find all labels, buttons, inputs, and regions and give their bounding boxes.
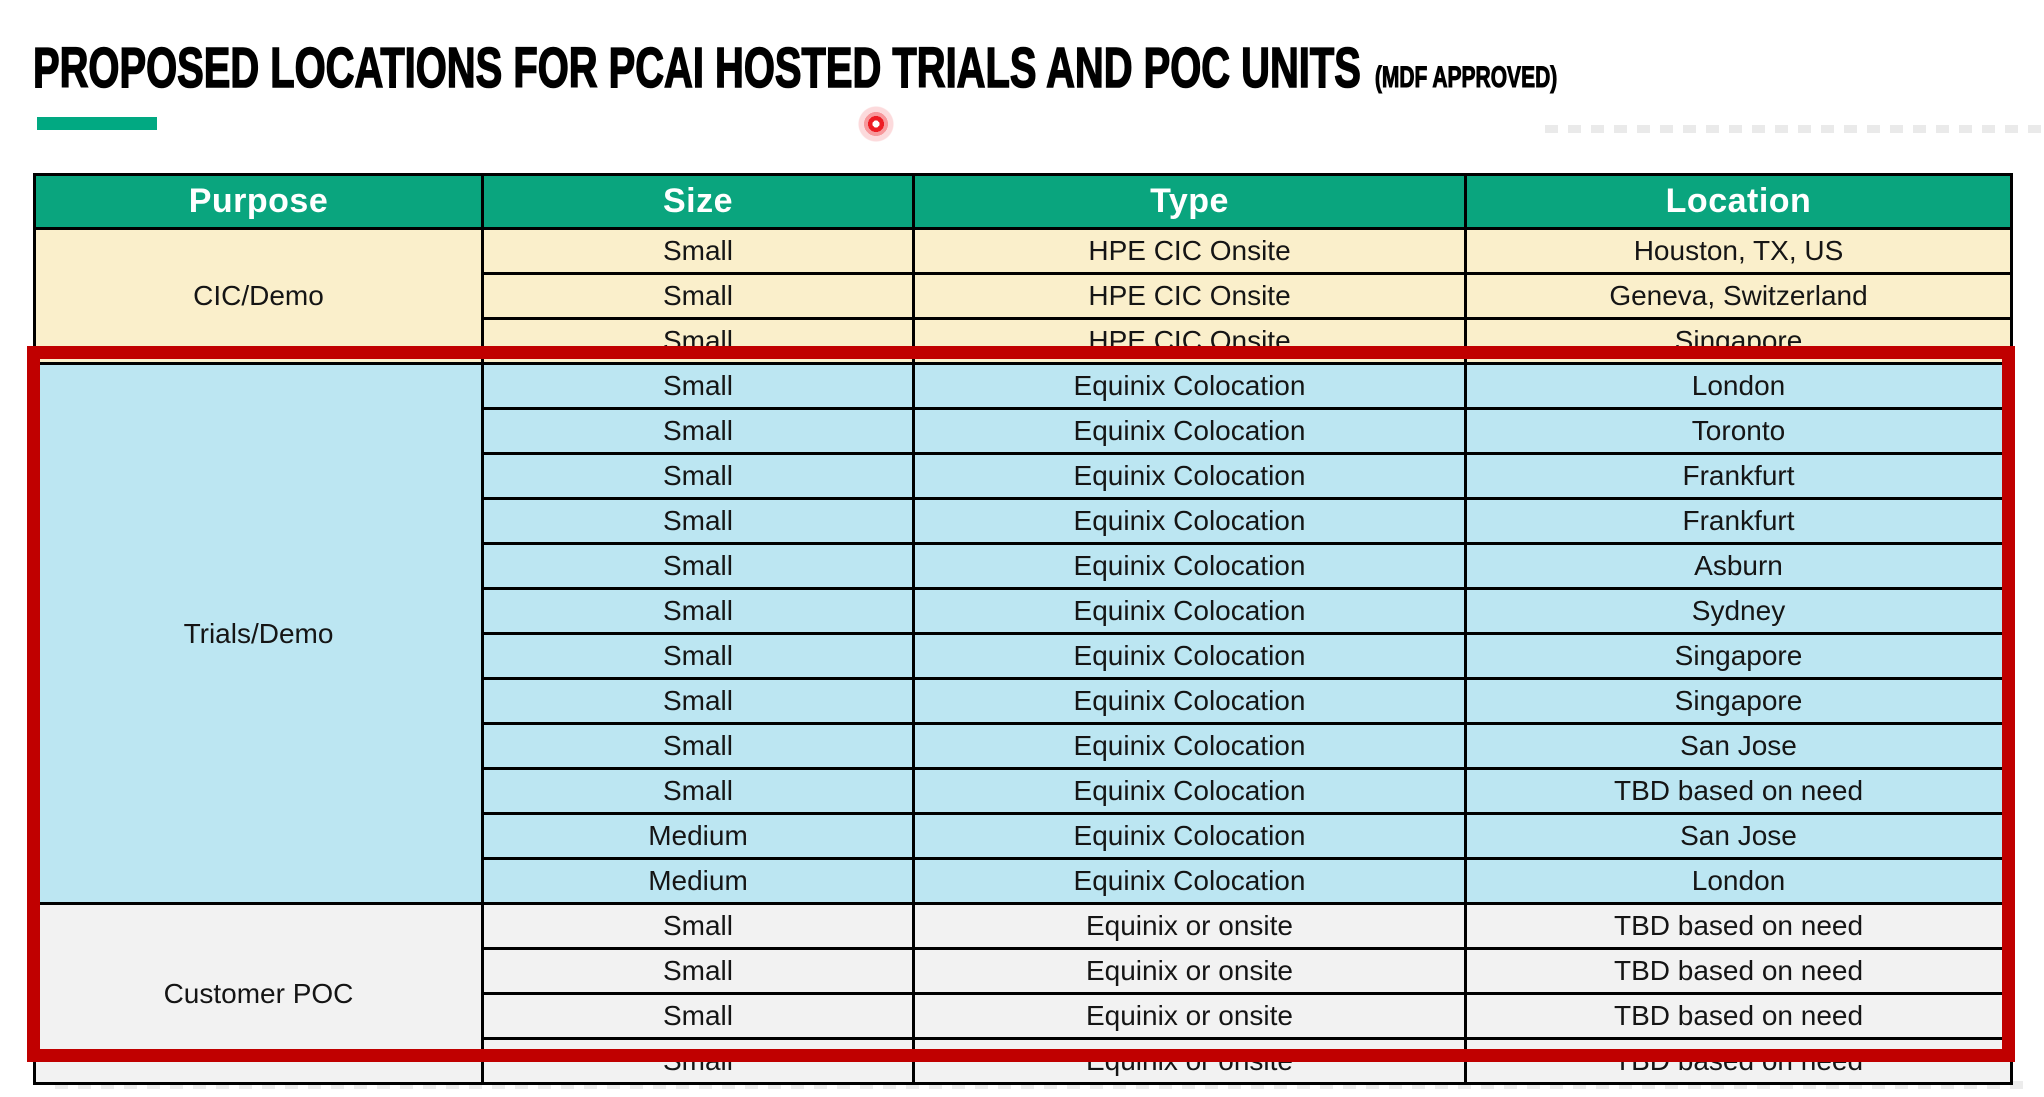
size-cell: Small: [481, 407, 915, 455]
type-cell: Equinix Colocation: [912, 677, 1467, 725]
location-cell: TBD based on need: [1464, 767, 2013, 815]
table-row: CIC/Demo Small HPE CIC Onsite Houston, TX, …: [33, 227, 2013, 365]
type-cell: Equinix Colocation: [912, 767, 1467, 815]
column-header-purpose: Purpose: [33, 173, 484, 230]
type-cell: Equinix or onsite: [912, 947, 1467, 995]
purpose-group-cell: Customer POC: [33, 902, 484, 1085]
type-cell: Equinix or onsite: [912, 992, 1467, 1040]
location-cell: TBD based on need: [1464, 947, 2013, 995]
location-cell: Geneva, Switzerland: [1464, 272, 2013, 320]
table-row: Small Equinix Colocation Frankfurt: [35, 497, 2013, 545]
table-row: Small Equinix Colocation Asburn: [35, 542, 2013, 590]
slide-title-wrapper: PROPOSED LOCATIONS FOR PCAI HOSTED TRIAL…: [32, 39, 1558, 111]
faint-dash-line-bottom: [55, 1081, 2033, 1089]
location-cell: Frankfurt: [1464, 452, 2013, 500]
size-cell: Small: [481, 632, 915, 680]
type-cell: Equinix Colocation: [912, 812, 1467, 860]
location-cell: Singapore: [1464, 632, 2013, 680]
table-row: Small HPE CIC Onsite Geneva, Switzerland: [35, 272, 2013, 320]
location-cell: Houston, TX, US: [1464, 227, 2013, 275]
column-header-size: Size: [481, 173, 915, 230]
size-cell: Small: [481, 272, 915, 320]
table-row: Small Equinix Colocation Singapore: [35, 677, 2013, 725]
table-row: Small Equinix Colocation San Jose: [35, 722, 2013, 770]
location-cell: Frankfurt: [1464, 497, 2013, 545]
size-cell: Small: [481, 227, 915, 275]
size-cell: Small: [481, 902, 915, 950]
size-cell: Small: [481, 452, 915, 500]
location-cell: Singapore: [1464, 317, 2013, 365]
slide-title-row: PROPOSED LOCATIONS FOR PCAI HOSTED TRIAL…: [32, 39, 2044, 111]
slide-title: PROPOSED LOCATIONS FOR PCAI HOSTED TRIAL…: [32, 36, 1361, 100]
location-cell: Sydney: [1464, 587, 2013, 635]
size-cell: Small: [481, 992, 915, 1040]
type-cell: Equinix Colocation: [912, 632, 1467, 680]
table-row: Customer POC Small Equinix or onsite TBD ba…: [33, 902, 2013, 1085]
location-cell: London: [1464, 362, 2013, 410]
type-cell: HPE CIC Onsite: [912, 317, 1467, 365]
type-cell: Equinix Colocation: [912, 497, 1467, 545]
location-cell: Toronto: [1464, 407, 2013, 455]
table-body: CIC/Demo Small HPE CIC Onsite Houston, TX, …: [33, 227, 2013, 1085]
location-cell: San Jose: [1464, 812, 2013, 860]
locations-table: Purpose Size Type Location CIC/Demo Small…: [33, 173, 2013, 1085]
size-cell: Small: [481, 947, 915, 995]
size-cell: Small: [481, 722, 915, 770]
type-cell: Equinix or onsite: [912, 1037, 1467, 1085]
title-accent-bar: [37, 117, 157, 130]
size-cell: Small: [481, 362, 915, 410]
type-cell: Equinix Colocation: [912, 857, 1467, 905]
table-row: Small Equinix Colocation TBD based on need: [35, 767, 2013, 815]
type-cell: Equinix Colocation: [912, 452, 1467, 500]
size-cell: Medium: [481, 857, 915, 905]
size-cell: Small: [481, 542, 915, 590]
table-header-row: Purpose Size Type Location: [33, 173, 2013, 230]
purpose-group-cell: CIC/Demo: [33, 227, 484, 365]
table-row: Small Equinix or onsite TBD based on need: [35, 947, 2013, 995]
size-cell: Small: [481, 1037, 915, 1085]
type-cell: HPE CIC Onsite: [912, 227, 1467, 275]
table-row: Small Equinix Colocation Frankfurt: [35, 452, 2013, 500]
table-row: Small Equinix Colocation Sydney: [35, 587, 2013, 635]
type-cell: Equinix Colocation: [912, 722, 1467, 770]
location-cell: TBD based on need: [1464, 902, 2013, 950]
type-cell: Equinix Colocation: [912, 542, 1467, 590]
location-cell: TBD based on need: [1464, 992, 2013, 1040]
location-cell: Asburn: [1464, 542, 2013, 590]
size-cell: Small: [481, 497, 915, 545]
type-cell: HPE CIC Onsite: [912, 272, 1467, 320]
type-cell: Equinix or onsite: [912, 902, 1467, 950]
table-row: Small Equinix Colocation Singapore: [35, 632, 2013, 680]
table-row: Medium Equinix Colocation San Jose: [35, 812, 2013, 860]
slide-title-suffix: (MDF APPROVED): [1374, 60, 1558, 94]
table-row: Small Equinix or onsite TBD based on need: [35, 992, 2013, 1040]
size-cell: Small: [481, 677, 915, 725]
column-header-location: Location: [1464, 173, 2013, 230]
faint-dash-line-top: [1545, 125, 2044, 133]
purpose-group-cell: Trials/Demo: [33, 362, 484, 905]
table-row: Small Equinix Colocation Toronto: [35, 407, 2013, 455]
location-cell: Singapore: [1464, 677, 2013, 725]
size-cell: Small: [481, 767, 915, 815]
location-cell: London: [1464, 857, 2013, 905]
size-cell: Small: [481, 587, 915, 635]
size-cell: Small: [481, 317, 915, 365]
table-row: Trials/Demo Small Equinix Colocation London: [33, 362, 2013, 905]
type-cell: Equinix Colocation: [912, 407, 1467, 455]
column-header-type: Type: [912, 173, 1467, 230]
location-cell: TBD based on need: [1464, 1037, 2013, 1085]
size-cell: Medium: [481, 812, 915, 860]
table-row: Medium Equinix Colocation London: [35, 857, 2013, 905]
type-cell: Equinix Colocation: [912, 587, 1467, 635]
location-cell: San Jose: [1464, 722, 2013, 770]
type-cell: Equinix Colocation: [912, 362, 1467, 410]
